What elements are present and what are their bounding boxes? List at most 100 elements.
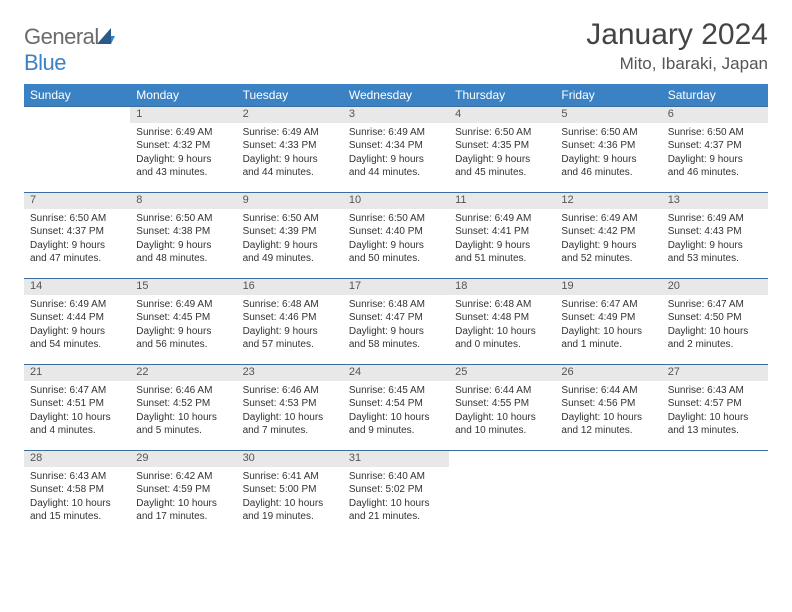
- daylight-text-1: Daylight: 10 hours: [668, 325, 762, 339]
- day-cell: Sunrise: 6:47 AMSunset: 4:49 PMDaylight:…: [555, 295, 661, 365]
- sunrise-text: Sunrise: 6:47 AM: [561, 298, 655, 312]
- day-number: 25: [449, 365, 555, 381]
- day-number: 18: [449, 279, 555, 295]
- day-number-row: 78910111213: [24, 193, 768, 209]
- day-number: 30: [237, 451, 343, 467]
- calendar-body: 123456Sunrise: 6:49 AMSunset: 4:32 PMDay…: [24, 107, 768, 537]
- daylight-text-1: Daylight: 9 hours: [136, 325, 230, 339]
- sunset-text: Sunset: 4:43 PM: [668, 225, 762, 239]
- sunrise-text: Sunrise: 6:47 AM: [30, 384, 124, 398]
- sunset-text: Sunset: 4:48 PM: [455, 311, 549, 325]
- day-cell: Sunrise: 6:40 AMSunset: 5:02 PMDaylight:…: [343, 467, 449, 537]
- sunrise-text: Sunrise: 6:50 AM: [243, 212, 337, 226]
- daylight-text-1: Daylight: 9 hours: [561, 153, 655, 167]
- day-number: 3: [343, 107, 449, 123]
- logo-text-1: General: [24, 24, 99, 49]
- sunrise-text: Sunrise: 6:49 AM: [243, 126, 337, 140]
- day-cell: Sunrise: 6:48 AMSunset: 4:48 PMDaylight:…: [449, 295, 555, 365]
- sunset-text: Sunset: 4:40 PM: [349, 225, 443, 239]
- day-cell: Sunrise: 6:45 AMSunset: 4:54 PMDaylight:…: [343, 381, 449, 451]
- sail-icon: [97, 24, 115, 40]
- sunset-text: Sunset: 4:37 PM: [668, 139, 762, 153]
- day-number: 11: [449, 193, 555, 209]
- daylight-text-2: and 46 minutes.: [561, 166, 655, 180]
- sunset-text: Sunset: 4:56 PM: [561, 397, 655, 411]
- daylight-text-1: Daylight: 9 hours: [349, 153, 443, 167]
- daylight-text-2: and 45 minutes.: [455, 166, 549, 180]
- calendar-table: Sunday Monday Tuesday Wednesday Thursday…: [24, 84, 768, 537]
- sunrise-text: Sunrise: 6:46 AM: [136, 384, 230, 398]
- daylight-text-1: Daylight: 10 hours: [668, 411, 762, 425]
- sunrise-text: Sunrise: 6:50 AM: [136, 212, 230, 226]
- logo-text-2: Blue: [24, 50, 66, 75]
- day-cell: Sunrise: 6:50 AMSunset: 4:37 PMDaylight:…: [24, 209, 130, 279]
- day-number: 19: [555, 279, 661, 295]
- day-number: 4: [449, 107, 555, 123]
- daylight-text-2: and 47 minutes.: [30, 252, 124, 266]
- daylight-text-2: and 15 minutes.: [30, 510, 124, 524]
- day-number: 21: [24, 365, 130, 381]
- day-cell: Sunrise: 6:49 AMSunset: 4:32 PMDaylight:…: [130, 123, 236, 193]
- daylight-text-1: Daylight: 10 hours: [136, 411, 230, 425]
- sunrise-text: Sunrise: 6:50 AM: [349, 212, 443, 226]
- day-cell: Sunrise: 6:47 AMSunset: 4:51 PMDaylight:…: [24, 381, 130, 451]
- daylight-text-1: Daylight: 9 hours: [243, 325, 337, 339]
- day-content-row: Sunrise: 6:49 AMSunset: 4:44 PMDaylight:…: [24, 295, 768, 365]
- daylight-text-1: Daylight: 9 hours: [349, 325, 443, 339]
- sunrise-text: Sunrise: 6:44 AM: [561, 384, 655, 398]
- sunset-text: Sunset: 4:42 PM: [561, 225, 655, 239]
- day-number-row: 14151617181920: [24, 279, 768, 295]
- daylight-text-1: Daylight: 10 hours: [243, 497, 337, 511]
- sunrise-text: Sunrise: 6:48 AM: [243, 298, 337, 312]
- day-number: 31: [343, 451, 449, 467]
- sunrise-text: Sunrise: 6:50 AM: [668, 126, 762, 140]
- day-number: 8: [130, 193, 236, 209]
- daylight-text-2: and 43 minutes.: [136, 166, 230, 180]
- day-cell: [555, 467, 661, 537]
- day-cell: Sunrise: 6:44 AMSunset: 4:56 PMDaylight:…: [555, 381, 661, 451]
- sunrise-text: Sunrise: 6:49 AM: [136, 126, 230, 140]
- day-cell: Sunrise: 6:48 AMSunset: 4:46 PMDaylight:…: [237, 295, 343, 365]
- day-cell: Sunrise: 6:50 AMSunset: 4:38 PMDaylight:…: [130, 209, 236, 279]
- day-number: 20: [662, 279, 768, 295]
- daylight-text-2: and 2 minutes.: [668, 338, 762, 352]
- sunrise-text: Sunrise: 6:50 AM: [30, 212, 124, 226]
- sunrise-text: Sunrise: 6:41 AM: [243, 470, 337, 484]
- day-cell: Sunrise: 6:46 AMSunset: 4:53 PMDaylight:…: [237, 381, 343, 451]
- day-content-row: Sunrise: 6:47 AMSunset: 4:51 PMDaylight:…: [24, 381, 768, 451]
- daylight-text-2: and 9 minutes.: [349, 424, 443, 438]
- daylight-text-1: Daylight: 9 hours: [349, 239, 443, 253]
- daylight-text-2: and 44 minutes.: [349, 166, 443, 180]
- day-number: 6: [662, 107, 768, 123]
- daylight-text-1: Daylight: 9 hours: [455, 153, 549, 167]
- location: Mito, Ibaraki, Japan: [586, 54, 768, 74]
- sunset-text: Sunset: 4:52 PM: [136, 397, 230, 411]
- month-title: January 2024: [586, 18, 768, 52]
- sunrise-text: Sunrise: 6:49 AM: [136, 298, 230, 312]
- day-number: 9: [237, 193, 343, 209]
- day-number: 10: [343, 193, 449, 209]
- day-cell: [24, 123, 130, 193]
- sunrise-text: Sunrise: 6:48 AM: [349, 298, 443, 312]
- day-cell: Sunrise: 6:50 AMSunset: 4:40 PMDaylight:…: [343, 209, 449, 279]
- sunset-text: Sunset: 5:02 PM: [349, 483, 443, 497]
- day-cell: Sunrise: 6:44 AMSunset: 4:55 PMDaylight:…: [449, 381, 555, 451]
- sunset-text: Sunset: 4:33 PM: [243, 139, 337, 153]
- sunrise-text: Sunrise: 6:49 AM: [455, 212, 549, 226]
- sunrise-text: Sunrise: 6:45 AM: [349, 384, 443, 398]
- daylight-text-1: Daylight: 9 hours: [668, 239, 762, 253]
- day-number: 15: [130, 279, 236, 295]
- day-content-row: Sunrise: 6:43 AMSunset: 4:58 PMDaylight:…: [24, 467, 768, 537]
- daylight-text-2: and 58 minutes.: [349, 338, 443, 352]
- daylight-text-2: and 57 minutes.: [243, 338, 337, 352]
- day-cell: Sunrise: 6:46 AMSunset: 4:52 PMDaylight:…: [130, 381, 236, 451]
- daylight-text-2: and 13 minutes.: [668, 424, 762, 438]
- daylight-text-1: Daylight: 9 hours: [668, 153, 762, 167]
- sunrise-text: Sunrise: 6:46 AM: [243, 384, 337, 398]
- day-number: 28: [24, 451, 130, 467]
- daylight-text-2: and 49 minutes.: [243, 252, 337, 266]
- daylight-text-1: Daylight: 9 hours: [455, 239, 549, 253]
- sunrise-text: Sunrise: 6:43 AM: [30, 470, 124, 484]
- day-cell: Sunrise: 6:43 AMSunset: 4:58 PMDaylight:…: [24, 467, 130, 537]
- day-number: 23: [237, 365, 343, 381]
